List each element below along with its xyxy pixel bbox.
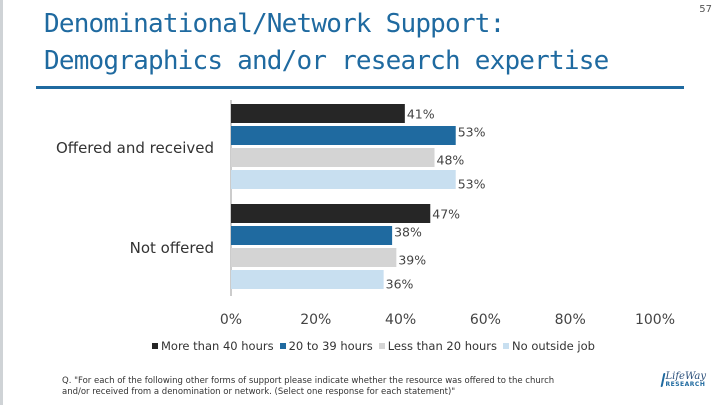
data-label: 48% <box>437 153 465 168</box>
page-number: 57 <box>699 4 712 15</box>
logo-mark-icon <box>660 373 666 387</box>
data-label: 36% <box>386 277 414 292</box>
data-label: 38% <box>394 225 422 240</box>
legend-label: More than 40 hours <box>161 339 274 353</box>
legend-label: No outside job <box>512 339 595 353</box>
bar <box>231 104 405 123</box>
bar <box>231 170 456 189</box>
category-label: Not offered <box>130 239 214 257</box>
bar <box>231 248 397 267</box>
legend-label: 20 to 39 hours <box>288 339 373 353</box>
title-underline <box>36 86 684 89</box>
x-tick-label: 80% <box>555 312 586 328</box>
data-label: 47% <box>432 207 460 222</box>
bar <box>231 270 384 289</box>
legend-swatch <box>378 343 385 349</box>
x-tick-label: 0% <box>220 312 242 328</box>
legend-swatch <box>503 343 510 349</box>
legend-swatch <box>152 343 158 349</box>
logo-text-bottom: RESEARCH <box>665 381 706 388</box>
bar <box>231 226 393 245</box>
x-tick-label: 100% <box>635 312 675 328</box>
legend-item: More than 40 hours <box>152 339 274 353</box>
logo-text-top: LifeWay <box>665 371 706 382</box>
slide-title: Denominational/Network Support: Demograp… <box>44 9 609 76</box>
x-tick-label: 40% <box>385 312 416 328</box>
x-tick-label: 60% <box>470 312 501 328</box>
bar <box>231 148 435 167</box>
legend-swatch <box>279 343 286 349</box>
data-label: 39% <box>398 253 426 268</box>
bar <box>231 126 456 145</box>
x-tick-label: 20% <box>300 312 331 328</box>
legend-item: Less than 20 hours <box>378 339 498 353</box>
legend-item: 20 to 39 hours <box>279 339 373 353</box>
data-label: 53% <box>458 125 486 140</box>
left-edge-band <box>0 0 3 405</box>
legend-item: No outside job <box>503 339 595 353</box>
bar <box>231 204 431 223</box>
category-label: Offered and received <box>56 139 214 157</box>
data-label: 53% <box>458 177 486 192</box>
survey-question-footnote: Q. "For each of the following other form… <box>62 376 555 397</box>
lifeway-research-logo: LifeWay RESEARCH <box>660 368 706 392</box>
legend-label: Less than 20 hours <box>387 339 498 353</box>
chart-legend: More than 40 hours 20 to 39 hours Less tha… <box>152 339 595 353</box>
data-label: 41% <box>407 107 435 122</box>
